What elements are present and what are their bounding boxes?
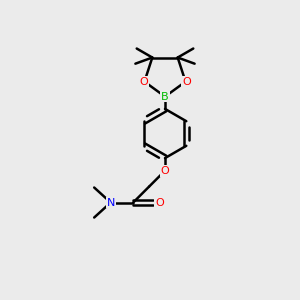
Text: O: O [182,77,191,87]
Text: O: O [139,77,148,87]
Text: N: N [106,197,115,208]
Text: B: B [161,92,169,102]
Text: O: O [155,197,164,208]
Text: O: O [160,166,169,176]
